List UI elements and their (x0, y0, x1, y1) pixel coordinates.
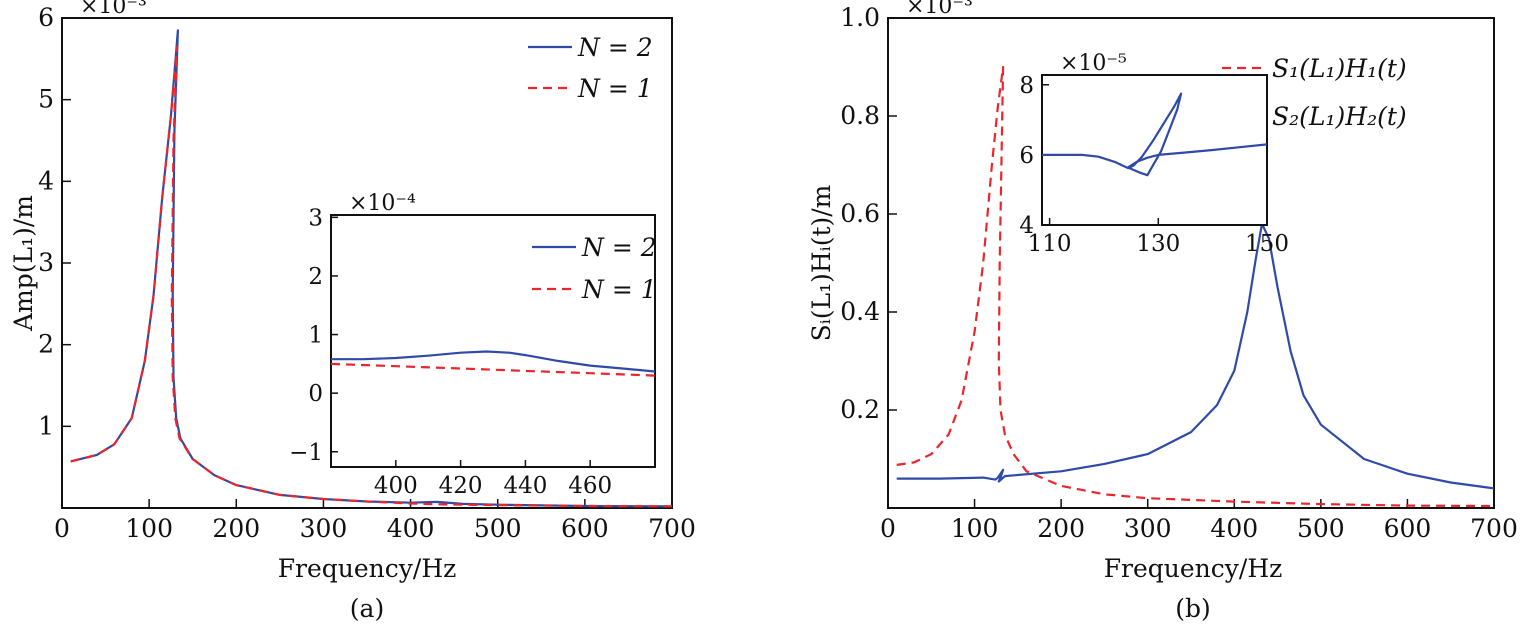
series-line-blue-solid (896, 222, 1494, 490)
legend-label: N = 1 (577, 74, 653, 103)
x-tick-label: 100 (125, 514, 173, 543)
inset-chart-b: 110 130 150 4 6 8 ×10⁻⁵ (1019, 51, 1289, 257)
inset-chart-a: 400 420 440 460 −1 0 1 2 3 ×10⁻⁴ N = 2 N = 1 (289, 191, 657, 499)
inset-y-multiplier: ×10⁻⁵ (1060, 51, 1127, 76)
inset-y-tick-label: −1 (289, 440, 323, 466)
inset-series-line-blue-solid (1042, 92, 1267, 177)
chart-panel-a: 0 100 200 300 400 500 600 700 1 2 3 4 5 6 ×10⁻³ Frequen… (9, 0, 696, 623)
inset-y-tick-label: 6 (1019, 143, 1034, 169)
inset-y-tick-label: 4 (1019, 213, 1034, 239)
inset-x-tick-label: 150 (1245, 231, 1289, 257)
x-tick-label: 300 (300, 514, 348, 543)
x-tick-label: 0 (54, 514, 70, 543)
y-axis-title: Sᵢ(L₁)Hᵢ(t)/m (807, 184, 836, 341)
panel-caption: (b) (1175, 594, 1211, 623)
x-tick-label: 700 (648, 514, 696, 543)
inset-legend-label: N = 2 (581, 233, 657, 262)
y-axis-title: Amp(L₁)/m (9, 195, 38, 332)
y-tick-label: 5 (38, 85, 54, 114)
inset-y-tick-label: 1 (308, 323, 323, 349)
x-tick-label: 200 (1037, 514, 1085, 543)
inset-y-tick-label: 0 (308, 381, 323, 407)
panel-caption: (a) (350, 594, 384, 623)
y-tick-label: 0.2 (840, 395, 880, 424)
x-tick-label: 600 (1384, 514, 1432, 543)
legend-label: S₁(L₁)H₁(t) (1272, 54, 1407, 83)
x-tick-label: 500 (1297, 514, 1345, 543)
chart-panel-b: 0 100 200 300 400 500 600 700 0.2 0.4 0.6 0.8 1.0 ×10… (807, 0, 1518, 623)
inset-x-tick-label: 110 (1028, 231, 1072, 257)
series-line-red-dashed (70, 45, 672, 508)
x-tick-label: 100 (951, 514, 999, 543)
x-tick-label: 500 (474, 514, 522, 543)
inset-plot-frame (1041, 74, 1268, 226)
x-tick-label: 200 (212, 514, 260, 543)
y-tick-label: 3 (38, 248, 54, 277)
legend-label: N = 2 (577, 33, 653, 62)
inset-y-tick-label: 8 (1019, 73, 1034, 99)
inset-series-line-blue-solid (331, 350, 655, 373)
x-tick-label: 0 (880, 514, 896, 543)
x-axis-title: Frequency/Hz (278, 554, 457, 583)
inset-x-tick-label: 440 (503, 473, 547, 499)
inset-plot-frame (330, 214, 656, 468)
inset-x-tick-label: 460 (568, 473, 612, 499)
x-tick-label: 400 (387, 514, 435, 543)
y-tick-label: 0.4 (840, 297, 880, 326)
inset-y-tick-label: 3 (308, 205, 323, 231)
inset-x-tick-label: 130 (1136, 231, 1180, 257)
y-tick-label: 4 (38, 166, 54, 195)
inset-legend-label: N = 1 (581, 275, 657, 304)
x-tick-label: 300 (1124, 514, 1172, 543)
legend-label: S₂(L₁)H₂(t) (1272, 102, 1407, 131)
y-tick-label: 1.0 (840, 3, 880, 32)
x-tick-label: 700 (1470, 514, 1518, 543)
inset-x-tick-label: 400 (374, 473, 418, 499)
y-tick-label: 0.6 (840, 199, 880, 228)
y-tick-label: 1 (38, 411, 54, 440)
inset-series-line-red-dashed (331, 362, 655, 377)
series-line-red-dashed (896, 65, 1494, 508)
inset-x-tick-label: 420 (439, 473, 483, 499)
x-axis-title: Frequency/Hz (1104, 554, 1283, 583)
series-line-blue-solid (70, 29, 672, 508)
y-multiplier: ×10⁻³ (80, 0, 147, 19)
y-tick-label: 0.8 (840, 101, 880, 130)
y-multiplier: ×10⁻³ (906, 0, 973, 19)
x-tick-label: 400 (1210, 514, 1258, 543)
y-tick-label: 2 (38, 330, 54, 359)
inset-y-tick-label: 2 (308, 264, 323, 290)
inset-y-multiplier: ×10⁻⁴ (349, 191, 416, 216)
x-tick-label: 600 (561, 514, 609, 543)
y-tick-label: 6 (38, 3, 54, 32)
